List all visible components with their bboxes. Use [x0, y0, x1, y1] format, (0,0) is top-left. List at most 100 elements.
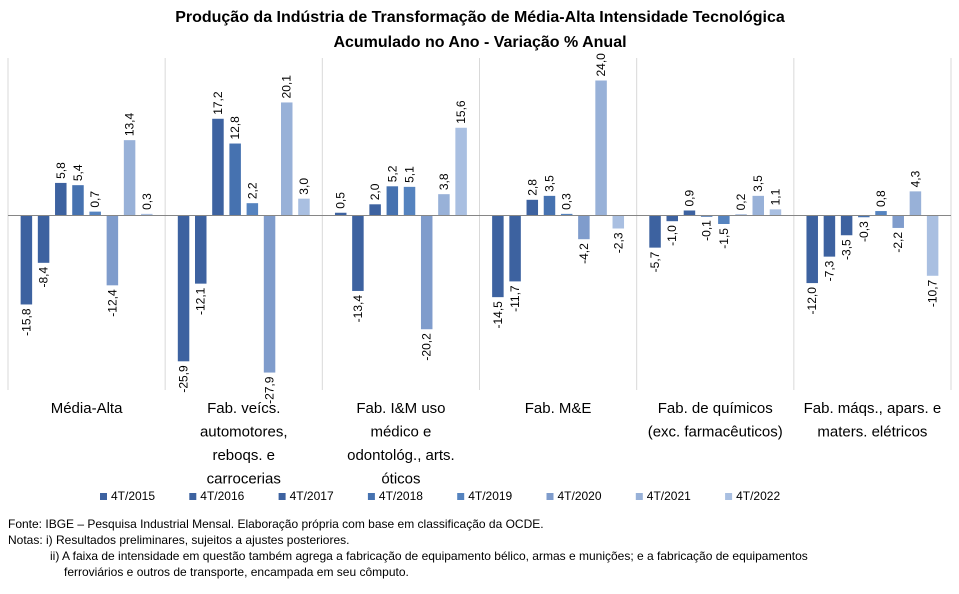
bar — [718, 215, 730, 224]
bar — [438, 194, 450, 216]
bar — [229, 143, 241, 216]
bar — [106, 215, 119, 286]
bar — [840, 215, 853, 236]
value-label: -3,5 — [840, 239, 854, 260]
bar — [334, 212, 347, 216]
legend-label: 4T/2020 — [558, 489, 602, 503]
bar — [769, 209, 782, 216]
value-label: -2,3 — [611, 232, 625, 253]
bar — [492, 215, 504, 298]
value-label: -25,9 — [177, 365, 191, 393]
value-label: 5,1 — [403, 166, 417, 183]
bar — [89, 211, 101, 216]
bar — [806, 215, 818, 284]
category-dividers — [7, 58, 952, 390]
notes-block: Fonte: IBGE – Pesquisa Industrial Mensal… — [8, 516, 953, 580]
bar — [926, 215, 939, 276]
note-2: ii) A faixa de intensidade em questão ta… — [50, 549, 808, 563]
category-label: automotores, — [200, 424, 288, 441]
category-label: óticos — [381, 471, 420, 488]
value-label: -20,2 — [420, 333, 434, 361]
value-label: -1,0 — [665, 225, 679, 246]
value-label: 0,3 — [140, 193, 154, 210]
bar — [858, 215, 870, 218]
value-label: -15,8 — [19, 308, 33, 336]
value-label: -5,7 — [648, 251, 662, 272]
value-label: 13,4 — [123, 112, 137, 136]
value-labels-layer: -15,8 -8,4 5,8 5,40,7 -12,4 13,4 0,3 -25,9 -12,1… — [19, 53, 939, 404]
bar — [612, 215, 625, 229]
category-label: médico e — [370, 424, 431, 441]
value-label: 2,2 — [245, 182, 259, 199]
category-label: reboqs. e — [212, 447, 275, 464]
value-label: 2,8 — [525, 179, 539, 196]
value-label: 0,3 — [560, 193, 574, 210]
bar — [141, 213, 153, 216]
legend-swatch — [100, 493, 107, 500]
value-label: 0,7 — [88, 191, 102, 208]
legend-label: 4T/2021 — [647, 489, 691, 503]
value-label: 15,6 — [454, 100, 468, 124]
chart-subtitle: Acumulado no Ano - Variação % Anual — [333, 34, 626, 51]
legend-label: 4T/2017 — [290, 489, 334, 503]
bar — [263, 215, 276, 373]
bar — [37, 215, 50, 263]
note-1: Notas: i) Resultados preliminares, sujei… — [8, 533, 350, 547]
value-label: 3,0 — [297, 178, 311, 195]
legend-swatch — [725, 493, 733, 500]
bar — [700, 215, 713, 217]
bar — [195, 215, 207, 284]
bar — [281, 102, 293, 216]
legend-swatch — [457, 493, 465, 500]
value-label: 0,2 — [734, 193, 748, 210]
bar — [735, 214, 747, 216]
bar — [595, 80, 607, 216]
value-label: -12,4 — [105, 289, 119, 317]
bar — [526, 199, 539, 216]
value-label: -2,2 — [891, 232, 905, 253]
bar — [683, 210, 696, 216]
bar — [909, 191, 922, 216]
value-label: 12,8 — [228, 116, 242, 140]
legend-label: 4T/2016 — [200, 489, 244, 503]
category-label: odontológ., arts. — [347, 447, 455, 464]
bar — [369, 204, 381, 216]
value-label: -11,7 — [508, 285, 522, 312]
bar — [649, 215, 661, 248]
category-label: maters. elétricos — [817, 424, 927, 441]
legend-swatch — [189, 493, 197, 500]
bar — [892, 215, 904, 228]
bars-layer — [20, 80, 939, 373]
bar — [55, 182, 67, 216]
category-label: Fab. I&M uso — [356, 400, 445, 417]
note-2-continued: ferroviários e outros de transporte, enc… — [64, 565, 409, 579]
value-label: 17,2 — [211, 91, 225, 115]
value-label: -12,0 — [805, 287, 819, 315]
value-label: -27,9 — [263, 376, 277, 404]
legend-label: 4T/2022 — [736, 489, 780, 503]
bar — [578, 215, 590, 240]
category-label: (exc. farmacêuticos) — [648, 424, 783, 441]
value-label: -8,4 — [37, 267, 51, 288]
chart-title: Produção da Indústria de Transformação d… — [175, 9, 785, 26]
value-label: 5,2 — [385, 165, 399, 182]
category-label: Fab. de químicos — [658, 400, 773, 417]
category-labels-layer: Média-Alta Fab. veícs. automotores, reboqs.… — [51, 400, 941, 488]
bar — [246, 203, 259, 216]
value-label: 0,8 — [874, 190, 888, 207]
source-note: Fonte: IBGE – Pesquisa Industrial Mensal… — [8, 517, 544, 531]
bar — [875, 211, 887, 216]
bar — [752, 195, 764, 216]
legend-swatch — [278, 493, 286, 500]
value-label: -1,5 — [717, 228, 731, 249]
bar — [386, 186, 399, 216]
bar — [298, 198, 310, 216]
bar — [123, 140, 136, 216]
bar — [212, 118, 224, 216]
value-label: -13,4 — [351, 295, 365, 323]
bar — [352, 215, 364, 291]
legend-swatch — [635, 493, 643, 500]
value-label: -0,3 — [857, 221, 871, 242]
category-label: Fab. M&E — [525, 400, 592, 417]
